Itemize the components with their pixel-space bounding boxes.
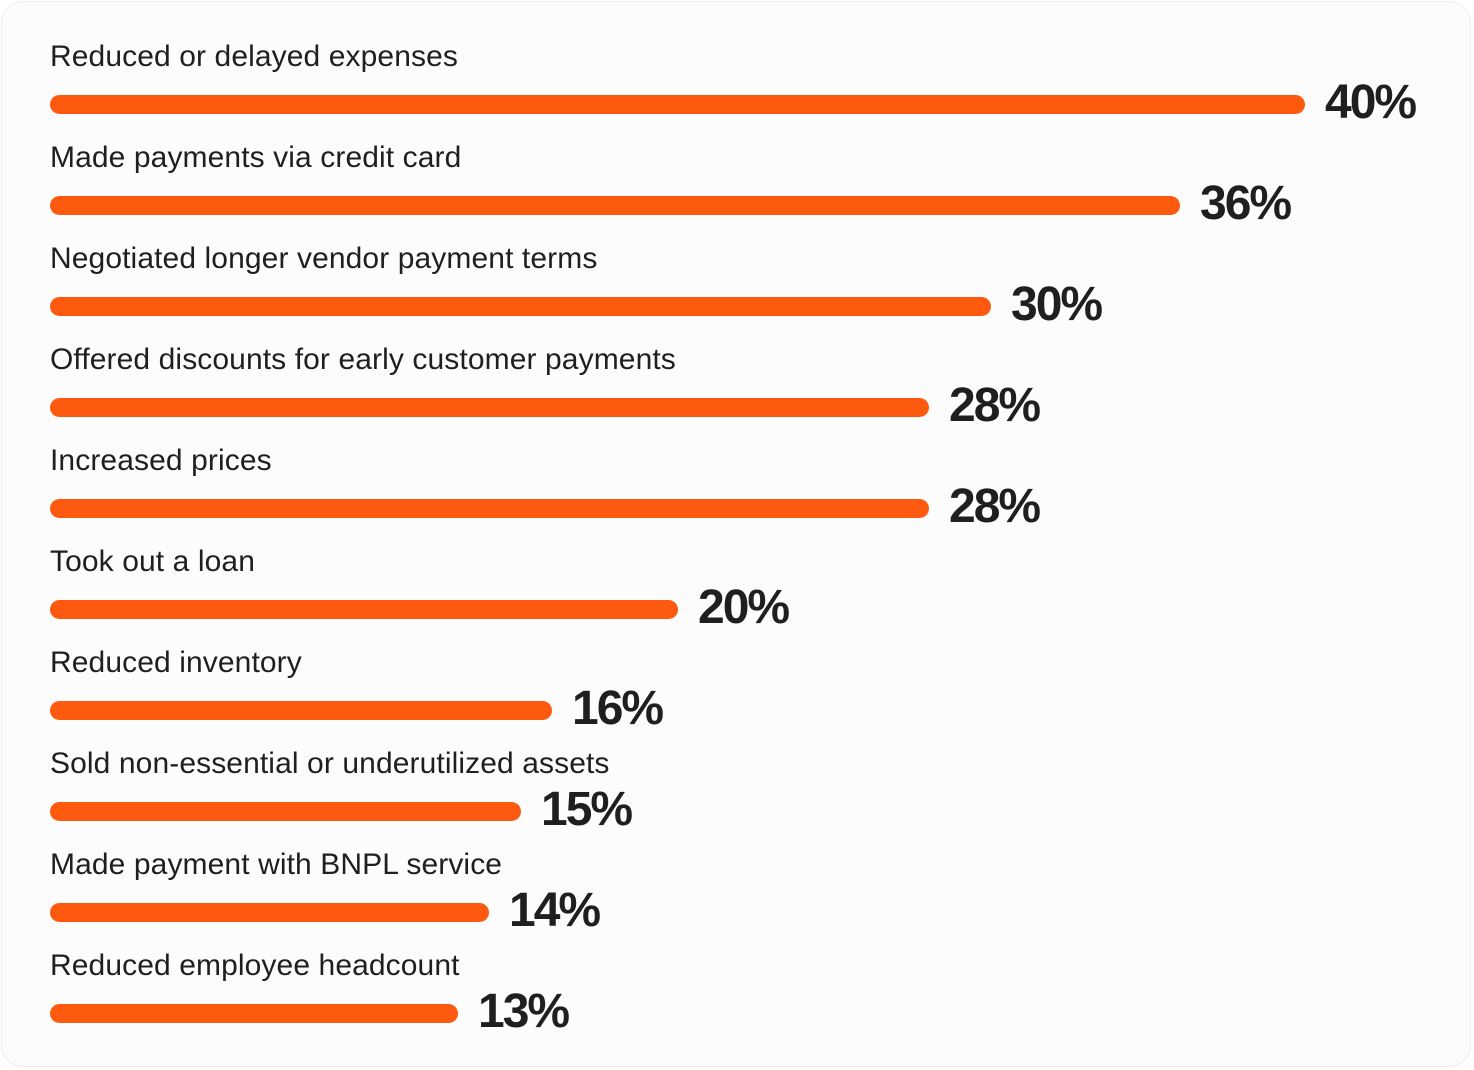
bar-label: Reduced employee headcount [50,949,460,982]
bar-value-label: 13% [478,985,570,1038]
bar-label: Reduced or delayed expenses [50,40,458,73]
bar-label: Negotiated longer vendor payment terms [50,242,598,275]
bar-row: Reduced employee headcount 13% [50,948,1440,1049]
bar [50,903,489,922]
bar [50,701,552,720]
bar-row: Increased prices 28% [50,443,1440,544]
bar-value-label: 40% [1325,76,1417,129]
bar [50,499,929,518]
bar-label: Made payments via credit card [50,141,462,174]
bar [50,297,991,316]
bar-label: Offered discounts for early customer pay… [50,343,676,376]
bar [50,600,678,619]
bar-row: Sold non-essential or underutilized asse… [50,746,1440,847]
bar-row: Reduced or delayed expenses 40% [50,39,1440,140]
bar-row: Reduced inventory 16% [50,645,1440,746]
bar [50,398,929,417]
bar-label: Took out a loan [50,545,255,578]
bar [50,802,521,821]
bar [50,1004,458,1023]
bar-label: Made payment with BNPL service [50,848,503,881]
bar-value-label: 14% [509,884,601,937]
bar-row: Took out a loan 20% [50,544,1440,645]
bar-row: Negotiated longer vendor payment terms 30… [50,241,1440,342]
bar [50,95,1305,114]
bar-label: Sold non-essential or underutilized asse… [50,747,610,780]
bar-value-label: 16% [572,682,664,735]
bar-row: Made payment with BNPL service 14% [50,847,1440,948]
bar-label: Reduced inventory [50,646,302,679]
bar-value-label: 30% [1011,278,1103,331]
bar-value-label: 28% [949,379,1041,432]
bar-row: Offered discounts for early customer pay… [50,342,1440,443]
bar [50,196,1180,215]
bar-value-label: 36% [1200,177,1292,230]
bar-value-label: 15% [541,783,633,836]
bar-row: Made payments via credit card 36% [50,140,1440,241]
bar-value-label: 28% [949,480,1041,533]
bar-label: Increased prices [50,444,272,477]
bar-value-label: 20% [698,581,790,634]
